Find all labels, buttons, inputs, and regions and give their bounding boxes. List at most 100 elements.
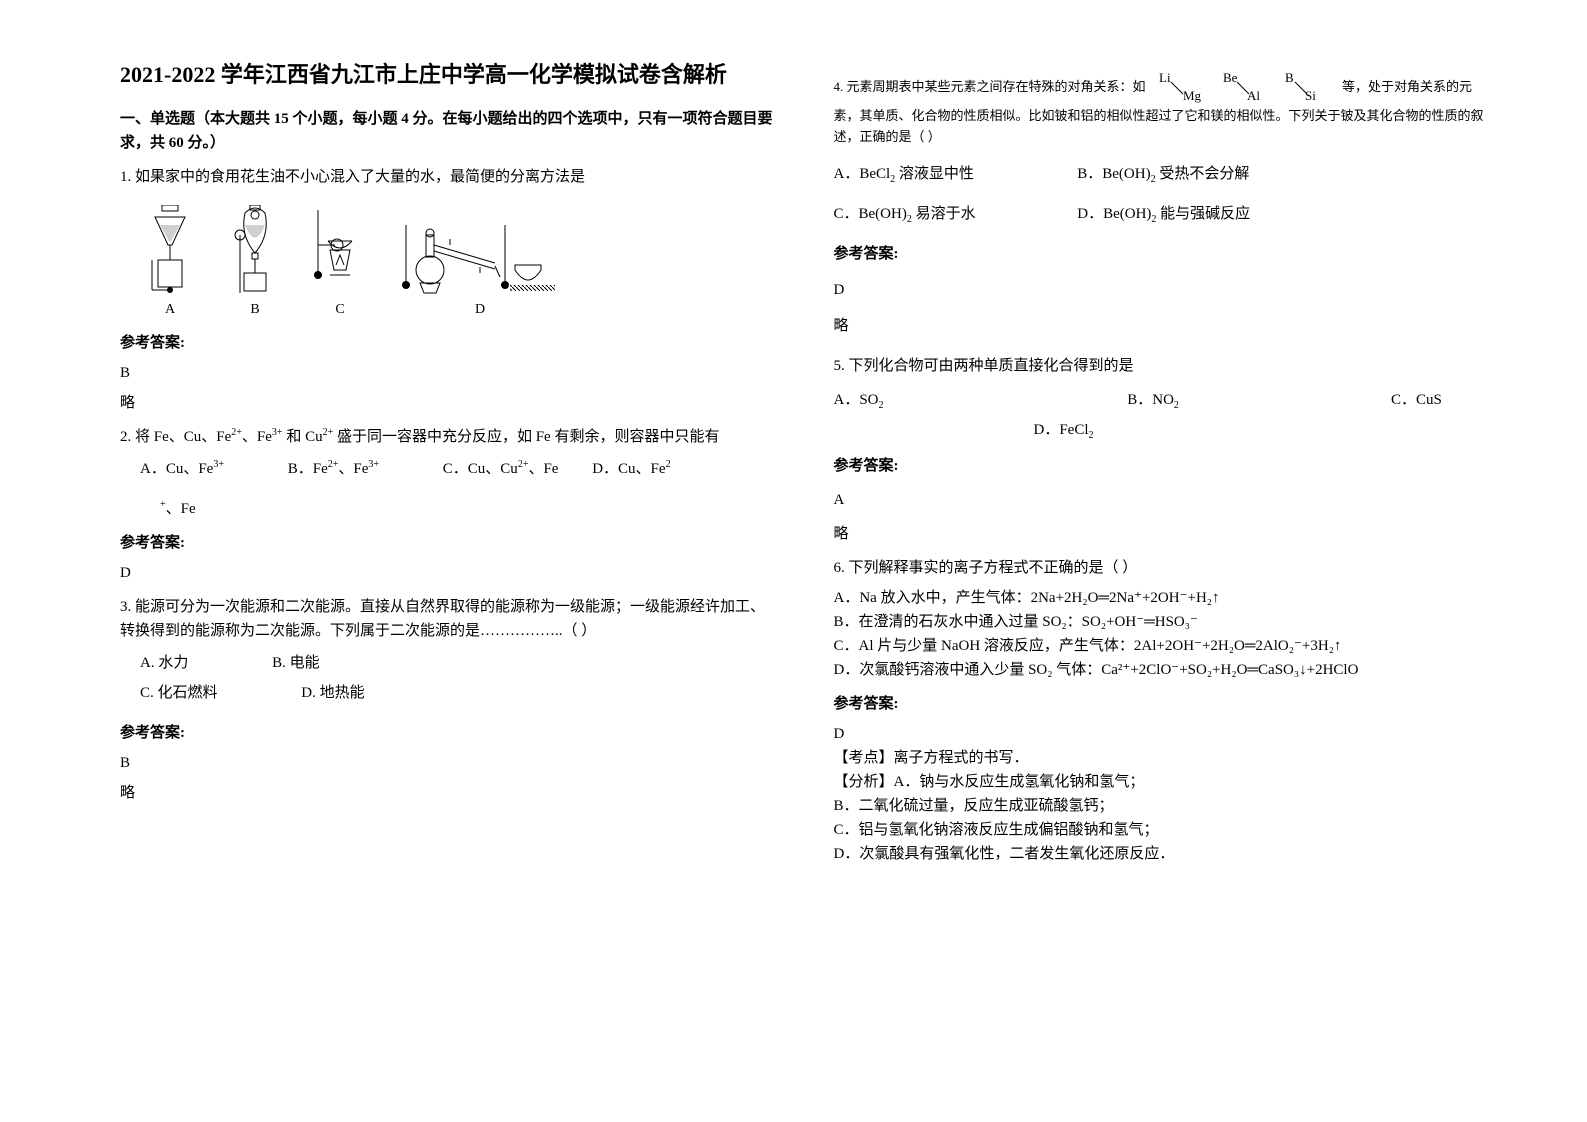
q5-answer: A bbox=[834, 488, 1488, 512]
q5-note: 略 bbox=[834, 522, 1488, 546]
q1-label-d: D bbox=[475, 302, 485, 317]
distillation-icon bbox=[400, 215, 560, 295]
q6-analysis-d: D．次氯酸具有强氧化性，二者发生氧化还原反应． bbox=[834, 842, 1488, 866]
q5-ref: 参考答案: bbox=[834, 454, 1488, 478]
separating-funnel-icon bbox=[230, 205, 280, 295]
q5-options: A．SO2 B．NO2 C．CuS D．FeCl2 bbox=[834, 388, 1488, 444]
q2-sup-1: 2+ bbox=[231, 427, 242, 438]
q3-opt-d: D. 地热能 bbox=[301, 681, 364, 705]
q1-answer: B bbox=[120, 361, 774, 385]
q4-note: 略 bbox=[834, 314, 1488, 338]
q1-label-c: C bbox=[335, 302, 344, 317]
q3-note: 略 bbox=[120, 781, 774, 805]
q2-optD-sup: 2 bbox=[666, 459, 671, 470]
q3-opt-c: C. 化石燃料 bbox=[140, 681, 218, 705]
q5-optA-pre: A．SO bbox=[834, 392, 879, 408]
q5-opt-b: B．NO2 bbox=[1127, 388, 1387, 414]
left-column: 2021-2022 学年江西省九江市上庄中学高一化学模拟试卷含解析 一、单选题（… bbox=[100, 60, 794, 1082]
section-1-title: 一、单选题（本大题共 15 个小题，每小题 4 分。在每小题给出的四个选项中，只… bbox=[120, 107, 774, 155]
right-column: 4. 元素周期表中某些元素之间存在特殊的对角关系：如 Li Mg Be Al B… bbox=[794, 60, 1508, 1082]
q2-opt-d-line1: D．Cu、Fe2 bbox=[592, 461, 670, 477]
q5-opt-a: A．SO2 bbox=[834, 388, 1124, 414]
q4-opt-d: D．Be(OH)2 能与强碱反应 bbox=[1077, 206, 1250, 222]
q4-optD-post: 能与强碱反应 bbox=[1156, 206, 1250, 222]
q2-optD-line2-text: 、Fe bbox=[166, 501, 196, 517]
q2-optB-sup1: 2+ bbox=[328, 459, 339, 470]
q5-optD-sub: 2 bbox=[1089, 430, 1094, 441]
q5-optB-pre: B．NO bbox=[1127, 392, 1174, 408]
q4-stem: 4. 元素周期表中某些元素之间存在特殊的对角关系：如 Li Mg Be Al B… bbox=[834, 70, 1488, 148]
q1-label-a: A bbox=[165, 302, 175, 317]
q2-sup-2: 3+ bbox=[272, 427, 283, 438]
q4-optA-pre: A．BeCl bbox=[834, 166, 891, 182]
q5-optA-sub: 2 bbox=[879, 400, 884, 411]
evaporating-dish-icon bbox=[310, 205, 370, 295]
q2-answer: D bbox=[120, 561, 774, 585]
q2-options: A．Cu、Fe3+ B．Fe2+、Fe3+ C．Cu、Cu2+、Fe D．Cu、… bbox=[140, 457, 774, 521]
q1-stem: 1. 如果家中的食用花生油不小心混入了大量的水，最简便的分离方法是 bbox=[120, 165, 774, 189]
q2-sup-3: 2+ bbox=[323, 427, 334, 438]
diagonal-relation-icon: Li Mg Be Al B Si bbox=[1149, 70, 1339, 106]
q5-optB-sub: 2 bbox=[1174, 400, 1179, 411]
q4-optB-post: 受热不会分解 bbox=[1156, 166, 1250, 182]
q2-optA-text: A．Cu、Fe bbox=[140, 461, 213, 477]
q6-analysis-b: B．二氧化硫过量，反应生成亚硫酸氢钙； bbox=[834, 794, 1488, 818]
q1-label-b: B bbox=[250, 302, 259, 317]
q2-stem-mid2: 和 Cu bbox=[283, 429, 323, 445]
q6-exam-point: 【考点】离子方程式的书写． bbox=[834, 746, 1488, 770]
q2-optD-pre: D．Cu、Fe bbox=[592, 461, 665, 477]
q2-stem-mid1: 、Fe bbox=[242, 429, 272, 445]
q6-stem: 6. 下列解释事实的离子方程式不正确的是（ ） bbox=[834, 556, 1488, 580]
q6-answer: D bbox=[834, 722, 1488, 746]
q6-opt-a: A．Na 放入水中，产生气体：2Na+2H₂O═2Na⁺+2OH⁻+H₂↑ bbox=[834, 586, 1488, 610]
q4-options: A．BeCl2 溶液显中性 B．Be(OH)2 受热不会分解 C．Be(OH)2… bbox=[834, 162, 1488, 228]
page-title: 2021-2022 学年江西省九江市上庄中学高一化学模拟试卷含解析 bbox=[120, 60, 774, 91]
q1-apparatus-b: B bbox=[230, 205, 280, 321]
q6-analysis-a: 【分析】A．钠与水反应生成氢氧化钠和氢气； bbox=[834, 770, 1488, 794]
q6-ref: 参考答案: bbox=[834, 692, 1488, 716]
q2-optA-sup: 3+ bbox=[213, 459, 224, 470]
q5-optD-pre: D．FeCl bbox=[1034, 422, 1089, 438]
q5-stem: 5. 下列化合物可由两种单质直接化合得到的是 bbox=[834, 354, 1134, 378]
q4-opt-c: C．Be(OH)2 易溶于水 bbox=[834, 202, 1074, 228]
q4-ref: 参考答案: bbox=[834, 242, 1488, 266]
q6-opt-b: B．在澄清的石灰水中通入过量 SO₂：SO₂+OH⁻═HSO₃⁻ bbox=[834, 610, 1488, 634]
q4-opt-b: B．Be(OH)2 受热不会分解 bbox=[1077, 166, 1249, 182]
q3-answer: B bbox=[120, 751, 774, 775]
q2-optB-sup2: 3+ bbox=[368, 459, 379, 470]
q4-optC-pre: C．Be(OH) bbox=[834, 206, 907, 222]
q3-ref: 参考答案: bbox=[120, 721, 774, 745]
q4-diag-al: Al bbox=[1247, 88, 1260, 103]
q2-stem-pre: 2. 将 Fe、Cu、Fe bbox=[120, 429, 231, 445]
q5-opt-c: C．CuS bbox=[1391, 392, 1442, 408]
q4-diag-si: Si bbox=[1305, 88, 1316, 103]
q4-opt-a: A．BeCl2 溶液显中性 bbox=[834, 162, 1074, 188]
q6-opt-c: C．Al 片与少量 NaOH 溶液反应，产生气体：2Al+2OH⁻+2H₂O═2… bbox=[834, 634, 1488, 658]
q2-optC-post: 、Fe bbox=[528, 461, 558, 477]
q2-stem-post: 盛于同一容器中充分反应，如 Fe 有剩余，则容器中只能有 bbox=[333, 429, 719, 445]
q4-diag-mg: Mg bbox=[1183, 88, 1202, 103]
q2-optC-sup: 2+ bbox=[518, 459, 529, 470]
q4-optB-pre: B．Be(OH) bbox=[1077, 166, 1150, 182]
q2-opt-c: C．Cu、Cu2+、Fe bbox=[443, 461, 562, 477]
q6-opt-d: D．次氯酸钙溶液中通入少量 SO₂ 气体：Ca²⁺+2ClO⁻+SO₂+H₂O═… bbox=[834, 658, 1488, 682]
q1-ref: 参考答案: bbox=[120, 331, 774, 355]
q4-stem-pre: 4. 元素周期表中某些元素之间存在特殊的对角关系：如 bbox=[834, 79, 1146, 94]
q4-diag-li: Li bbox=[1159, 70, 1171, 85]
q2-stem: 2. 将 Fe、Cu、Fe2+、Fe3+ 和 Cu2+ 盛于同一容器中充分反应，… bbox=[120, 425, 774, 449]
q4-optD-pre: D．Be(OH) bbox=[1077, 206, 1151, 222]
q4-diag-b: B bbox=[1285, 70, 1294, 85]
q4-answer: D bbox=[834, 278, 1488, 302]
q4-optA-post: 溶液显中性 bbox=[895, 166, 974, 182]
q1-diagram-row: A B bbox=[140, 205, 774, 321]
q2-optB-text: B．Fe bbox=[288, 461, 328, 477]
filter-funnel-icon bbox=[140, 205, 200, 295]
q5-opt-d: D．FeCl2 bbox=[1034, 422, 1094, 438]
q1-apparatus-a: A bbox=[140, 205, 200, 321]
q2-opt-d-line2: +、Fe bbox=[160, 497, 774, 521]
q3-stem: 3. 能源可分为一次能源和二次能源。直接从自然界取得的能源称为一级能源；一级能源… bbox=[120, 595, 774, 643]
q2-optB-mid: 、Fe bbox=[338, 461, 368, 477]
q2-optC-text: C．Cu、Cu bbox=[443, 461, 518, 477]
q2-opt-a: A．Cu、Fe3+ bbox=[140, 461, 228, 477]
q2-ref: 参考答案: bbox=[120, 531, 774, 555]
